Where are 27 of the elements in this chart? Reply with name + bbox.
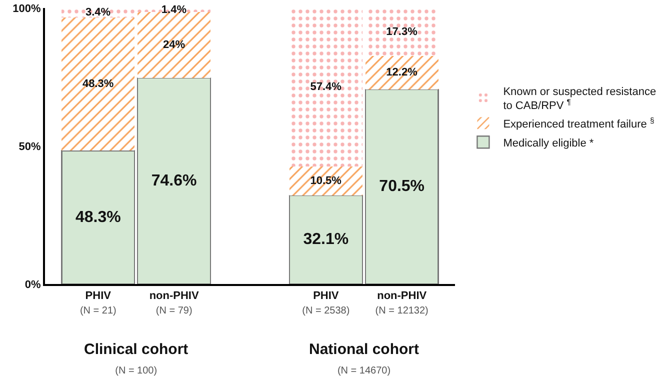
text: Known or suspected resistance to CAB/RPV $^{¶}$ xyxy=(503,86,656,112)
x-tick-label: non-PHIV (N = 79) xyxy=(149,290,200,316)
bar xyxy=(62,17,135,151)
bar xyxy=(365,56,438,90)
text: Experienced treatment failure $^{§}$ xyxy=(503,116,654,130)
y-tick-label: 0% xyxy=(24,278,42,291)
x-tick-label: PHIV (N = 21) xyxy=(80,290,116,316)
text: National cohort (N = 14670) xyxy=(309,341,420,376)
y-tick-label: 100% xyxy=(12,2,42,15)
data-label: 57.4% xyxy=(310,81,342,94)
data-label: 17.3% xyxy=(386,26,418,38)
bar xyxy=(61,150,136,284)
data-label: 32.1% xyxy=(303,231,349,248)
x-tick-label: PHIV (N = 2538) xyxy=(302,290,350,316)
y-tick-label: 50% xyxy=(18,140,42,153)
x-tick-label: non-PHIV (N = 12132) xyxy=(375,290,428,316)
data-label: 74.6% xyxy=(151,172,197,190)
bar xyxy=(137,78,212,284)
bar xyxy=(288,194,363,284)
bar xyxy=(364,88,439,284)
data-label: 1.4% xyxy=(161,4,187,16)
legend-label: Medically eligible * xyxy=(503,137,594,150)
data-label: 70.5% xyxy=(379,178,425,196)
text: Clinical cohort (N = 100) xyxy=(84,341,188,376)
data-label: 48.3% xyxy=(75,208,121,226)
data-label: 3.4% xyxy=(86,6,111,19)
bar xyxy=(138,12,211,78)
